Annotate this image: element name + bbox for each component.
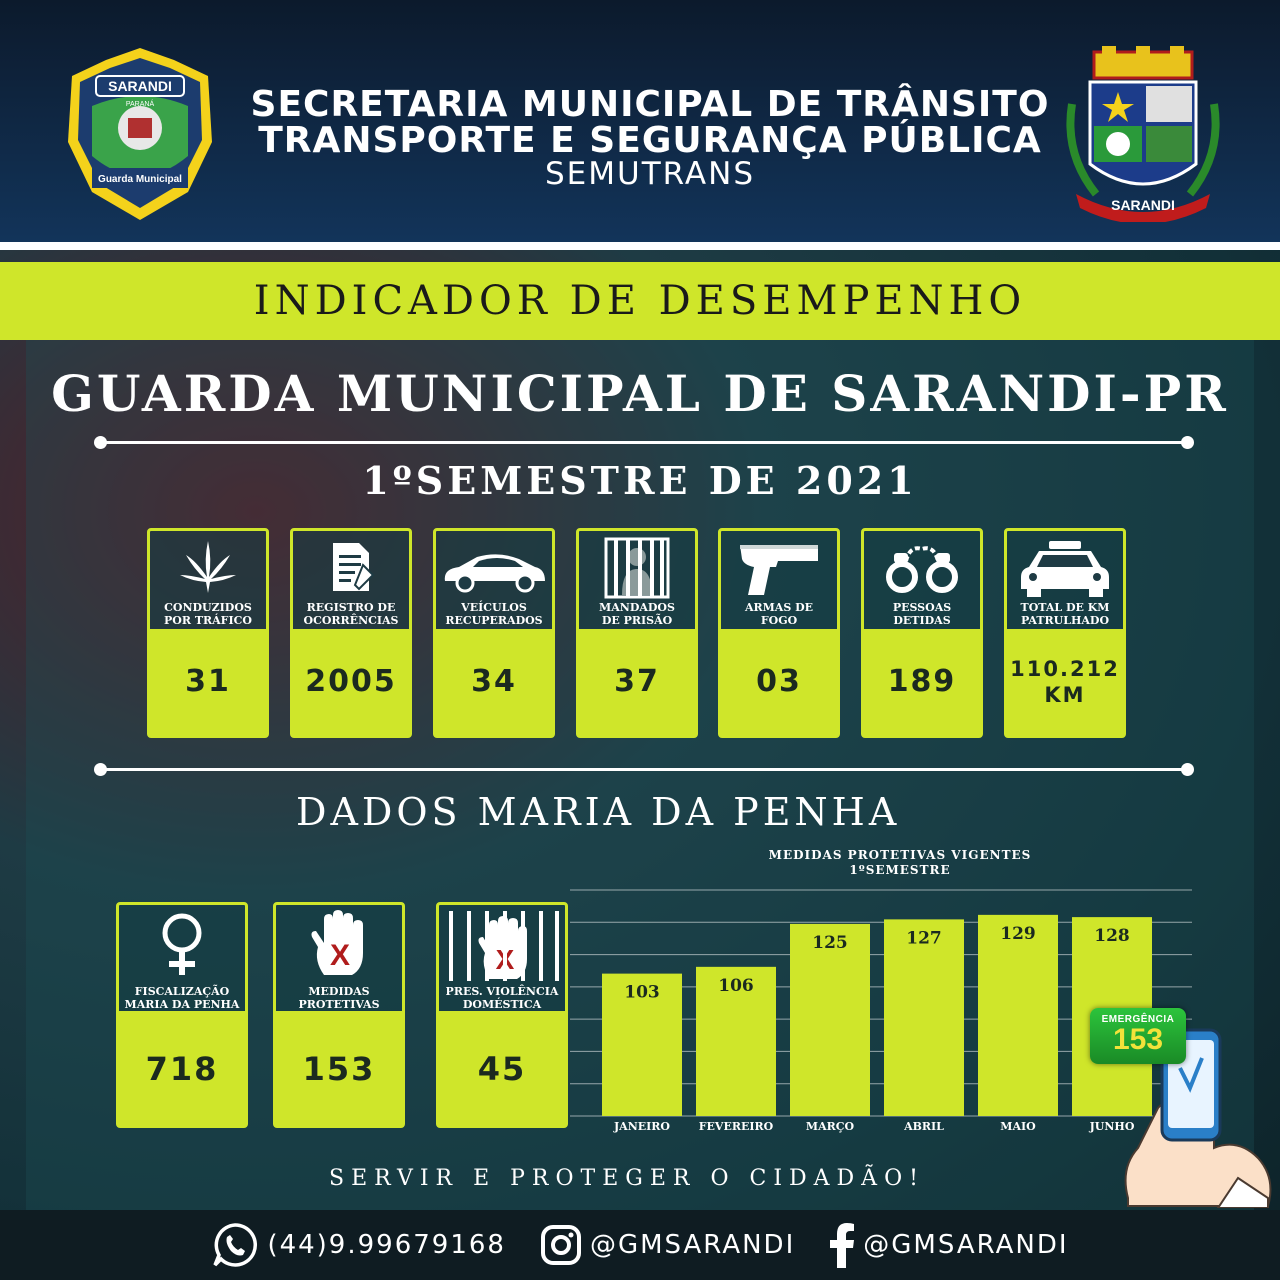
- car-icon: [444, 554, 545, 593]
- hand-behind-bars-icon: X: [449, 911, 559, 981]
- handcuffs-icon: [886, 546, 958, 593]
- stop-hand-icon: X: [311, 910, 363, 975]
- document-icon: [333, 543, 375, 591]
- coat-of-arms-icon: SARANDI: [1066, 46, 1220, 222]
- stat-value: 34: [436, 629, 552, 735]
- emergency-label: EMERGÊNCIA: [1101, 1014, 1175, 1025]
- chart-category-label: MAIO: [1000, 1120, 1036, 1133]
- divider-top: [94, 436, 1194, 449]
- emergency-number: 153: [1112, 1023, 1164, 1056]
- header-title-line1: SECRETARIA MUNICIPAL DE TRÂNSITO: [250, 84, 1050, 125]
- chart-data-label: 129: [1000, 924, 1036, 944]
- stat-card-trafico: CONDUZIDOS POR TRÁFICO 31: [147, 528, 269, 738]
- chart-bar: [978, 914, 1058, 1116]
- semester-title: 1ºSEMESTRE DE 2021: [362, 458, 918, 503]
- indicator-band: INDICADOR DE DESEMPENHO: [0, 262, 1280, 340]
- cannabis-leaf-icon: [180, 541, 236, 593]
- stat-value: 189: [864, 629, 980, 735]
- chart-data-label: 125: [812, 933, 848, 953]
- female-symbol-icon: [162, 913, 202, 975]
- svg-text:Guarda Municipal: Guarda Municipal: [98, 174, 182, 185]
- mp-value: 153: [276, 1011, 402, 1127]
- chart-bar: [790, 923, 870, 1116]
- stat-card-detidas: PESSOAS DETIDAS 189: [861, 528, 983, 738]
- stat-value: 2005: [293, 629, 409, 735]
- prison-bars-icon: [604, 537, 670, 599]
- police-car-icon: [1021, 541, 1109, 597]
- chart-data-label: 127: [906, 928, 942, 948]
- stat-value: 37: [579, 629, 695, 735]
- chart-data-label: 106: [718, 976, 754, 996]
- svg-text:X: X: [330, 939, 350, 972]
- pistol-icon: [740, 545, 818, 595]
- facebook-icon: [830, 1223, 855, 1268]
- chart-bar: [884, 919, 964, 1116]
- chart-bar: [696, 966, 776, 1116]
- chart-category-label: MARÇO: [806, 1120, 855, 1133]
- svg-text:SARANDI: SARANDI: [1111, 197, 1175, 213]
- footer: (44)9.99679168 @GMSARANDI @GMSARANDI: [0, 1210, 1280, 1280]
- header: SARANDI PARANÁ Guarda Municipal SECRETAR…: [0, 0, 1280, 250]
- maria-penha-title: DADOS MARIA DA PENHA: [296, 790, 901, 834]
- footer-instagram[interactable]: @GMSARANDI: [540, 1224, 795, 1266]
- footer-facebook[interactable]: @GMSARANDI: [829, 1222, 1068, 1268]
- stat-card-armas: ARMAS DE FOGO 03: [718, 528, 840, 738]
- chart-data-label: 128: [1094, 926, 1130, 946]
- emergency-badge: EMERGÊNCIA 153: [1090, 1008, 1186, 1064]
- divider-middle: [94, 763, 1194, 776]
- chart-category-label: JANEIRO: [613, 1120, 670, 1133]
- stat-card-mandados: MANDADOS DE PRISÃO 37: [576, 528, 698, 738]
- slogan: SERVIR E PROTEGER O CIDADÃO!: [329, 1166, 925, 1191]
- mp-card-fiscalizacao: FISCALIZAÇÃO MARIA DA PENHA 718: [116, 902, 248, 1128]
- header-title-line2: TRANSPORTE E SEGURANÇA PÚBLICA: [258, 120, 1042, 161]
- mp-value: 45: [439, 1011, 565, 1127]
- header-title-line3: SEMUTRANS: [545, 156, 755, 192]
- guard-badge-icon: SARANDI PARANÁ Guarda Municipal: [68, 48, 212, 220]
- mp-card-medidas: X MEDIDAS PROTETIVAS 153: [273, 902, 405, 1128]
- chart-data-label: 103: [624, 983, 660, 1003]
- bar-chart: 103 JANEIRO 106 FEVEREIRO 125 MARÇO 127 ABRIL 12…: [570, 889, 1192, 1133]
- stat-card-ocorrencias: REGISTRO DE OCORRÊNCIAS 2005: [290, 528, 412, 738]
- stat-value: 31: [150, 629, 266, 735]
- chart-title: MEDIDAS PROTETIVAS VIGENTES 1ºSEMESTRE: [768, 848, 1032, 877]
- instagram-icon: [540, 1225, 581, 1265]
- main-title: GUARDA MUNICIPAL DE SARANDI-PR: [51, 364, 1229, 423]
- chart-category-label: FEVEREIRO: [699, 1120, 774, 1133]
- mp-value: 718: [119, 1011, 245, 1127]
- chart-category-label: JUNHO: [1089, 1120, 1135, 1133]
- stat-value: 03: [721, 629, 837, 735]
- stat-card-km: TOTAL DE KM PATRULHADO 110.212 KM: [1004, 528, 1126, 738]
- chart-category-label: ABRIL: [903, 1120, 944, 1133]
- svg-text:SARANDI: SARANDI: [108, 78, 172, 94]
- svg-text:PARANÁ: PARANÁ: [126, 99, 155, 108]
- stat-card-veiculos: VEÍCULOS RECUPERADOS 34: [433, 528, 555, 738]
- whatsapp-icon: [213, 1223, 258, 1267]
- stat-value: 110.212 KM: [1007, 629, 1123, 735]
- chart-bar: [602, 973, 682, 1116]
- footer-phone[interactable]: (44)9.99679168: [211, 1221, 506, 1269]
- indicator-title: INDICADOR DE DESEMPENHO: [253, 278, 1027, 324]
